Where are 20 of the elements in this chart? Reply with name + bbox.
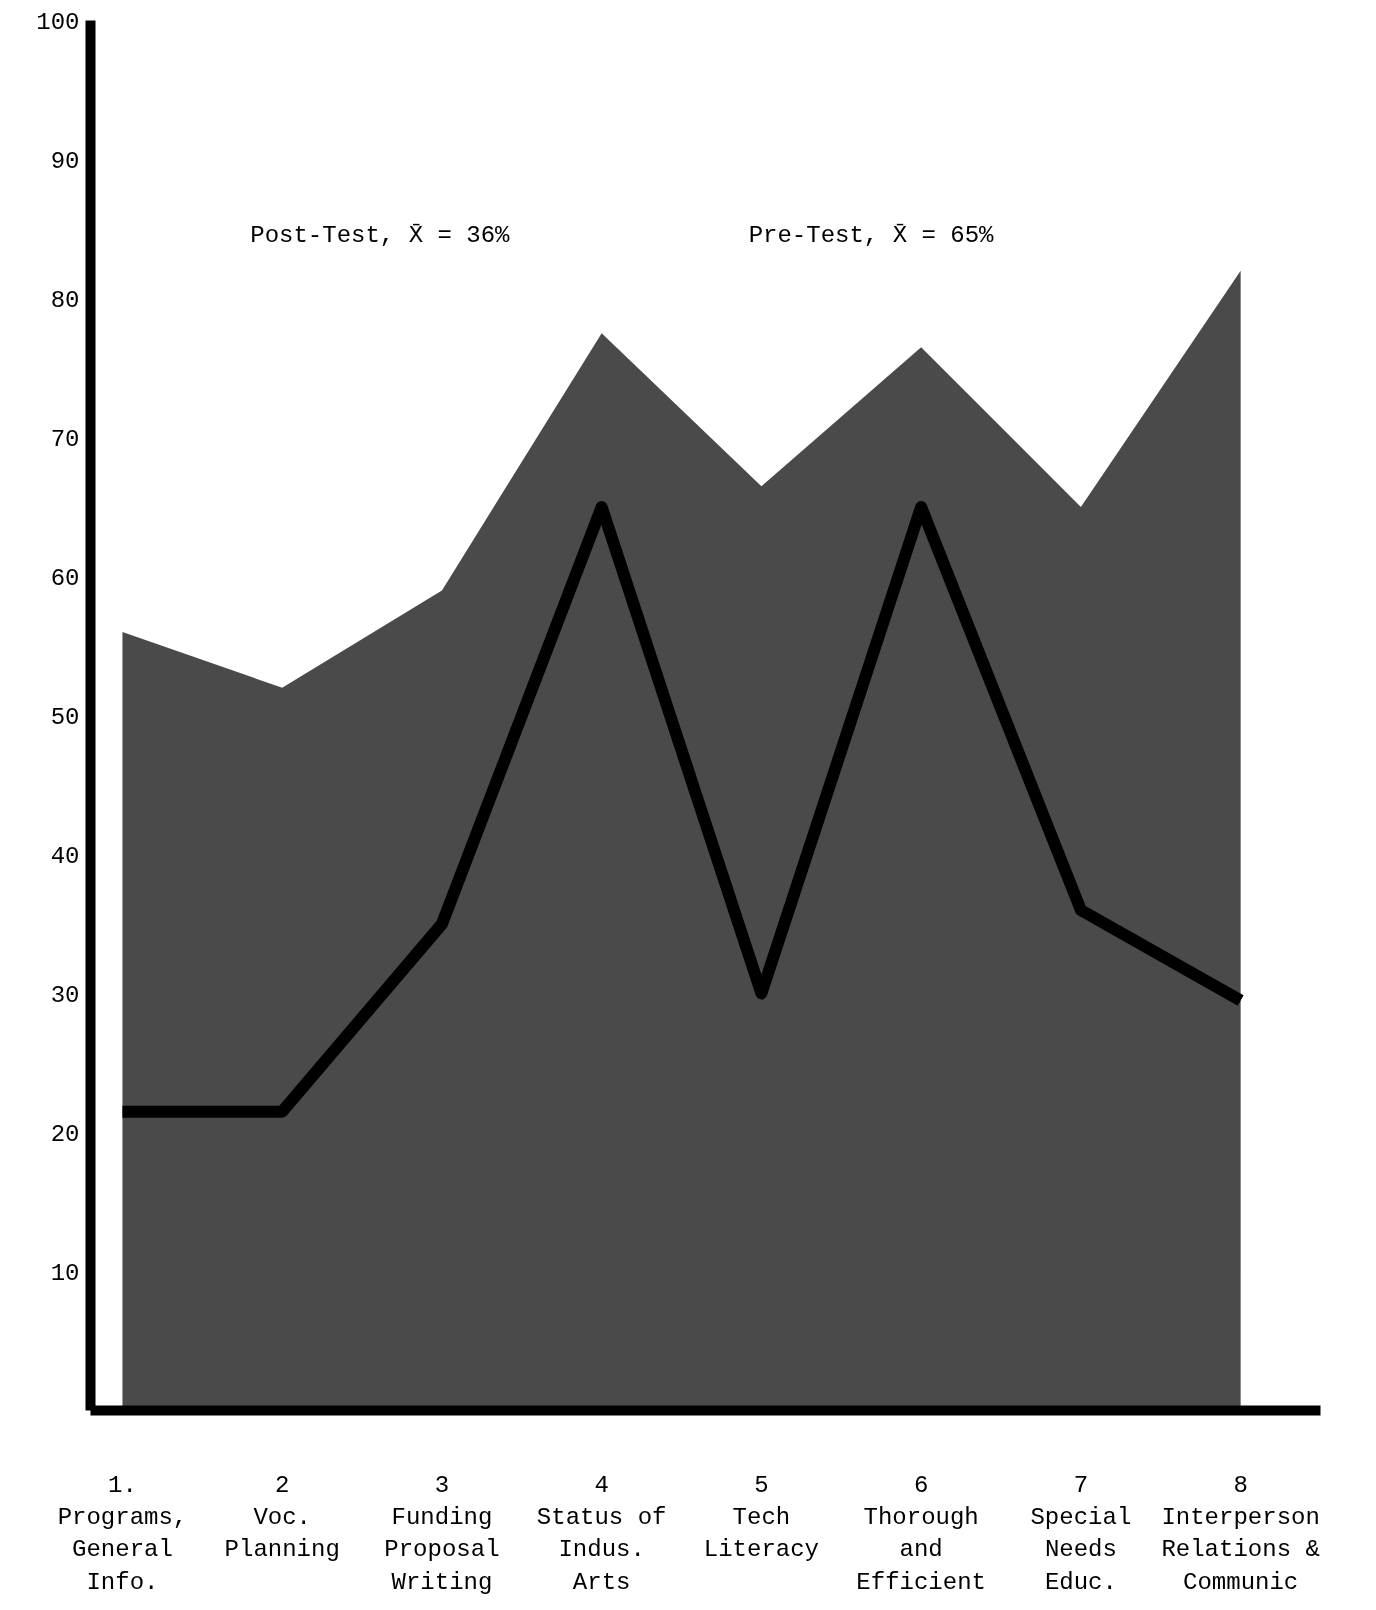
- annotation: Post-Test, X̄ = 36%: [250, 222, 511, 250]
- y-tick-label: 100: [36, 8, 80, 36]
- y-tick-label: 60: [50, 564, 80, 592]
- x-tick-label: 3 Funding Proposal Writing: [384, 1471, 500, 1596]
- x-tick-label: 7 Special Needs Educ.: [1030, 1471, 1132, 1596]
- y-tick-label: 10: [50, 1259, 80, 1287]
- x-tick-label: 1. Programs, General Info.: [57, 1471, 188, 1596]
- y-tick-label: 30: [50, 981, 80, 1009]
- x-tick-label: 6 Thorough and Efficient: [856, 1471, 986, 1596]
- y-tick-label: 50: [50, 703, 80, 731]
- y-tick-label: 40: [50, 842, 80, 870]
- y-tick-label: 80: [50, 286, 80, 314]
- y-tick-label: 20: [50, 1120, 80, 1148]
- x-tick-label: 2 Voc. Planning: [224, 1471, 340, 1564]
- annotation: Pre-Test, X̄ = 65%: [748, 222, 995, 250]
- x-tick-label: 4 Status of Indus. Arts: [536, 1471, 667, 1596]
- y-tick-label: 70: [50, 425, 80, 453]
- x-tick-label: 8 Interperson Relations & Communic: [1161, 1471, 1320, 1596]
- y-tick-label: 90: [50, 147, 80, 175]
- x-tick-label: 5 Tech Literacy: [703, 1471, 820, 1564]
